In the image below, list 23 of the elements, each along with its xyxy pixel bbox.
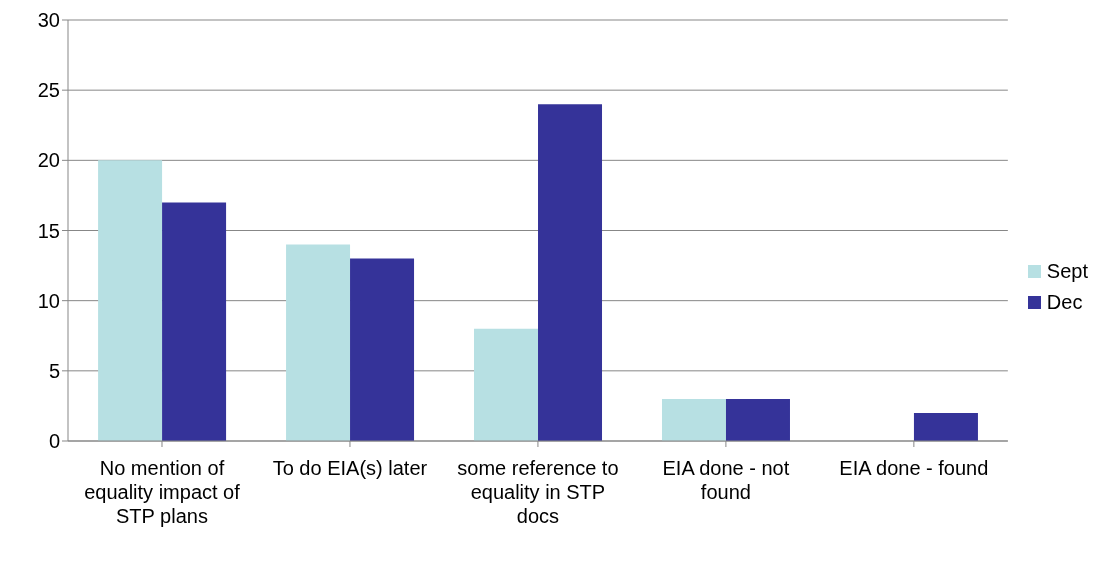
bar <box>350 258 415 441</box>
x-tick-label: EIA done - not found <box>662 457 790 503</box>
bar <box>162 202 227 441</box>
y-tick-label: 30 <box>37 9 60 32</box>
legend-label: Sept <box>1046 260 1088 283</box>
bar <box>474 328 539 441</box>
x-tick-label: No mention of equality impact of STP plans <box>84 457 241 527</box>
bar <box>286 244 351 441</box>
x-tick-label: EIA done - found <box>839 457 989 479</box>
bar <box>538 104 603 441</box>
y-tick-label: 5 <box>48 359 60 382</box>
bar <box>725 398 790 441</box>
y-tick-label: 20 <box>37 149 60 172</box>
bar <box>661 398 726 441</box>
y-tick-label: 10 <box>37 289 60 312</box>
bar <box>98 160 163 441</box>
y-tick-label: 15 <box>37 219 60 242</box>
bar <box>913 412 978 441</box>
x-tick-label: some reference to equality in STP docs <box>457 457 619 527</box>
y-tick-label: 0 <box>48 430 60 453</box>
legend-label: Dec <box>1046 291 1083 314</box>
y-tick-label: 25 <box>37 79 60 102</box>
x-tick-label: To do EIA(s) later <box>272 457 428 479</box>
